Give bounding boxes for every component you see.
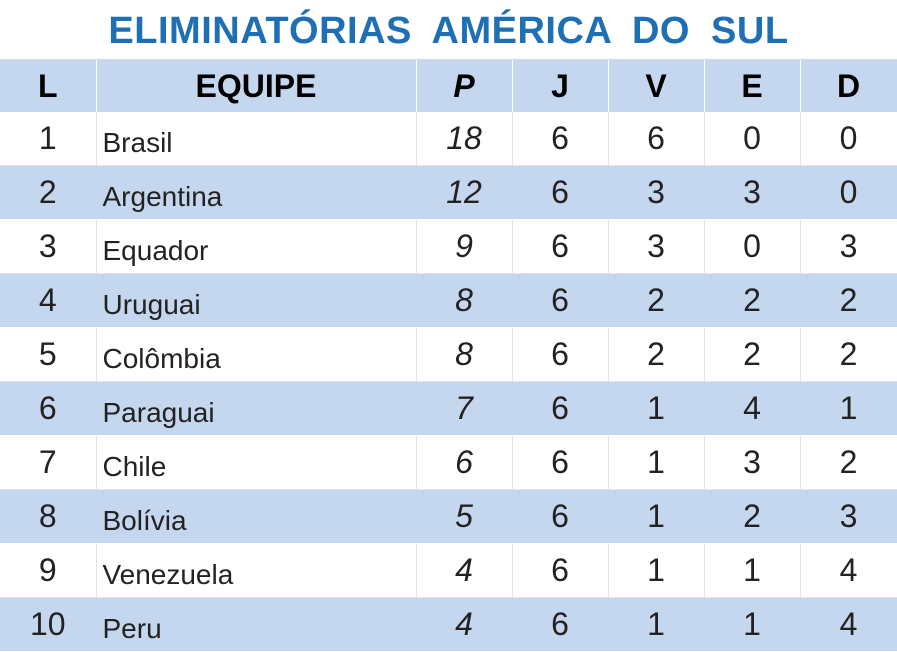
losses-cell: 1 (800, 381, 897, 436)
table-row: 4 Uruguai 8 6 2 2 2 (0, 273, 897, 328)
played-cell: 6 (512, 219, 609, 274)
played-cell: 6 (512, 165, 609, 220)
wins-cell: 6 (608, 112, 705, 166)
points-cell: 4 (416, 597, 513, 652)
wins-cell: 2 (608, 327, 705, 382)
header-team: EQUIPE (96, 60, 417, 112)
wins-cell: 1 (608, 597, 705, 652)
pos-cell: 9 (0, 543, 97, 598)
points-cell: 9 (416, 219, 513, 274)
table-header-row: L EQUIPE P J V E D (0, 60, 897, 112)
played-cell: 6 (512, 327, 609, 382)
played-cell: 6 (512, 489, 609, 544)
played-cell: 6 (512, 112, 609, 166)
losses-cell: 2 (800, 327, 897, 382)
played-cell: 6 (512, 381, 609, 436)
points-cell: 5 (416, 489, 513, 544)
points-cell: 12 (416, 165, 513, 220)
points-cell: 6 (416, 435, 513, 490)
losses-cell: 2 (800, 273, 897, 328)
draws-cell: 2 (704, 327, 801, 382)
header-played: J (512, 60, 609, 112)
pos-cell: 6 (0, 381, 97, 436)
losses-cell: 4 (800, 543, 897, 598)
table-row: 6 Paraguai 7 6 1 4 1 (0, 381, 897, 436)
pos-cell: 4 (0, 273, 97, 328)
pos-cell: 3 (0, 219, 97, 274)
points-cell: 18 (416, 112, 513, 166)
pos-cell: 10 (0, 597, 97, 652)
points-cell: 7 (416, 381, 513, 436)
team-cell: Uruguai (96, 273, 417, 328)
pos-cell: 7 (0, 435, 97, 490)
team-cell: Chile (96, 435, 417, 490)
pos-cell: 2 (0, 165, 97, 220)
wins-cell: 1 (608, 543, 705, 598)
played-cell: 6 (512, 273, 609, 328)
wins-cell: 1 (608, 381, 705, 436)
draws-cell: 0 (704, 112, 801, 166)
losses-cell: 4 (800, 597, 897, 652)
losses-cell: 0 (800, 112, 897, 166)
played-cell: 6 (512, 435, 609, 490)
table-row: 3 Equador 9 6 3 0 3 (0, 219, 897, 274)
pos-cell: 1 (0, 112, 97, 166)
losses-cell: 3 (800, 219, 897, 274)
draws-cell: 1 (704, 597, 801, 652)
table-row: 8 Bolívia 5 6 1 2 3 (0, 489, 897, 544)
table-row: 10 Peru 4 6 1 1 4 (0, 597, 897, 652)
draws-cell: 3 (704, 165, 801, 220)
played-cell: 6 (512, 543, 609, 598)
standings-table: L EQUIPE P J V E D 1 Brasil 18 6 6 0 0 2… (0, 60, 897, 652)
wins-cell: 2 (608, 273, 705, 328)
header-losses: D (800, 60, 897, 112)
draws-cell: 1 (704, 543, 801, 598)
header-wins: V (608, 60, 705, 112)
points-cell: 8 (416, 273, 513, 328)
table-row: 2 Argentina 12 6 3 3 0 (0, 165, 897, 220)
header-pos: L (0, 60, 97, 112)
header-draws: E (704, 60, 801, 112)
team-cell: Venezuela (96, 543, 417, 598)
wins-cell: 1 (608, 435, 705, 490)
draws-cell: 2 (704, 273, 801, 328)
draws-cell: 3 (704, 435, 801, 490)
wins-cell: 3 (608, 165, 705, 220)
table-row: 7 Chile 6 6 1 3 2 (0, 435, 897, 490)
team-cell: Brasil (96, 112, 417, 166)
table-row: 9 Venezuela 4 6 1 1 4 (0, 543, 897, 598)
table-row: 5 Colômbia 8 6 2 2 2 (0, 327, 897, 382)
team-cell: Paraguai (96, 381, 417, 436)
losses-cell: 3 (800, 489, 897, 544)
draws-cell: 4 (704, 381, 801, 436)
header-points: P (416, 60, 513, 112)
team-cell: Equador (96, 219, 417, 274)
wins-cell: 1 (608, 489, 705, 544)
team-cell: Colômbia (96, 327, 417, 382)
points-cell: 4 (416, 543, 513, 598)
table-row: 1 Brasil 18 6 6 0 0 (0, 112, 897, 166)
team-cell: Argentina (96, 165, 417, 220)
losses-cell: 0 (800, 165, 897, 220)
team-cell: Peru (96, 597, 417, 652)
losses-cell: 2 (800, 435, 897, 490)
draws-cell: 2 (704, 489, 801, 544)
page-title: ELIMINATÓRIAS AMÉRICA DO SUL (0, 0, 897, 60)
team-cell: Bolívia (96, 489, 417, 544)
wins-cell: 3 (608, 219, 705, 274)
pos-cell: 5 (0, 327, 97, 382)
points-cell: 8 (416, 327, 513, 382)
pos-cell: 8 (0, 489, 97, 544)
draws-cell: 0 (704, 219, 801, 274)
played-cell: 6 (512, 597, 609, 652)
